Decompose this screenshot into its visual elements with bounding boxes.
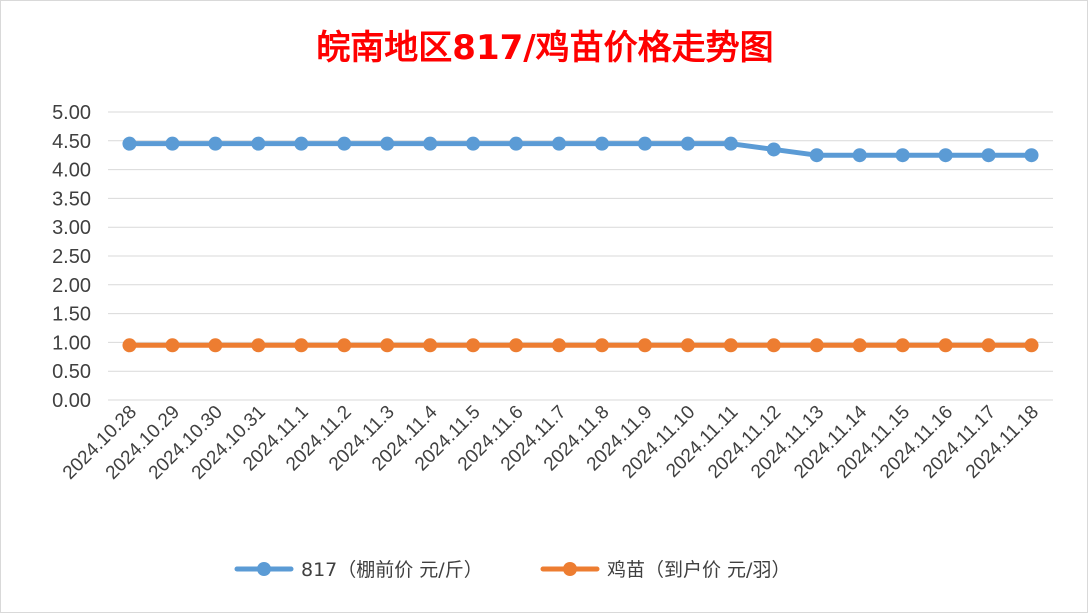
data-point <box>637 338 652 353</box>
data-point <box>509 136 524 151</box>
y-tick-label: 4.00 <box>52 160 91 182</box>
chart-title: 皖南地区817/鸡苗价格走势图 <box>316 28 773 68</box>
series-line-1 <box>126 141 1035 158</box>
data-point <box>552 338 567 353</box>
data-point <box>251 338 266 353</box>
data-point <box>680 338 695 353</box>
data-point <box>637 136 652 151</box>
data-point <box>294 338 309 353</box>
data-point <box>981 148 996 163</box>
legend-swatch-marker <box>257 562 271 576</box>
data-point <box>509 338 524 353</box>
y-tick-label: 4.50 <box>52 131 91 153</box>
data-point <box>423 338 438 353</box>
y-tick-label: 2.50 <box>52 246 91 268</box>
data-point <box>1024 338 1039 353</box>
data-point <box>852 338 867 353</box>
data-point <box>594 338 609 353</box>
data-point <box>1024 148 1039 163</box>
data-point <box>466 136 481 151</box>
data-point <box>294 136 309 151</box>
data-point <box>938 338 953 353</box>
data-point <box>981 338 996 353</box>
data-point <box>809 148 824 163</box>
y-tick-label: 3.00 <box>52 217 91 239</box>
y-tick-label: 1.50 <box>52 304 91 326</box>
data-point <box>766 142 781 157</box>
data-point <box>165 136 180 151</box>
data-point <box>723 338 738 353</box>
gridlines <box>108 111 1053 401</box>
data-point <box>165 338 180 353</box>
y-tick-label: 0.50 <box>52 361 91 383</box>
data-point <box>852 148 867 163</box>
data-point <box>723 136 738 151</box>
data-point <box>680 136 695 151</box>
data-point <box>208 136 223 151</box>
x-axis: 2024.10.282024.10.292024.10.302024.10.31… <box>59 401 1043 483</box>
data-point <box>809 338 824 353</box>
data-point <box>895 338 910 353</box>
data-point <box>122 338 137 353</box>
data-point <box>380 136 395 151</box>
legend-label: 鸡苗（到户价 元/羽） <box>607 559 790 581</box>
data-point <box>380 338 395 353</box>
data-point <box>938 148 953 163</box>
series <box>122 136 1039 353</box>
data-point <box>466 338 481 353</box>
y-tick-label: 0.00 <box>52 390 91 412</box>
data-point <box>337 136 352 151</box>
y-tick-label: 5.00 <box>52 102 91 124</box>
data-point <box>552 136 567 151</box>
y-tick-label: 3.50 <box>52 188 91 210</box>
legend-swatch-marker <box>563 562 577 576</box>
data-point <box>251 136 266 151</box>
legend: 817（棚前价 元/斤） 鸡苗（到户价 元/羽） <box>234 559 790 581</box>
legend-label: 817（棚前价 元/斤） <box>301 559 483 581</box>
data-point <box>337 338 352 353</box>
data-point <box>594 136 609 151</box>
data-point <box>423 136 438 151</box>
data-point <box>766 338 781 353</box>
y-tick-label: 2.00 <box>52 275 91 297</box>
data-point <box>208 338 223 353</box>
data-point <box>122 136 137 151</box>
y-axis: 0.00 0.50 1.00 1.50 2.00 2.50 3.00 3.50 4.00 4.50… <box>52 102 91 412</box>
data-point <box>895 148 910 163</box>
y-tick-label: 1.00 <box>52 332 91 354</box>
